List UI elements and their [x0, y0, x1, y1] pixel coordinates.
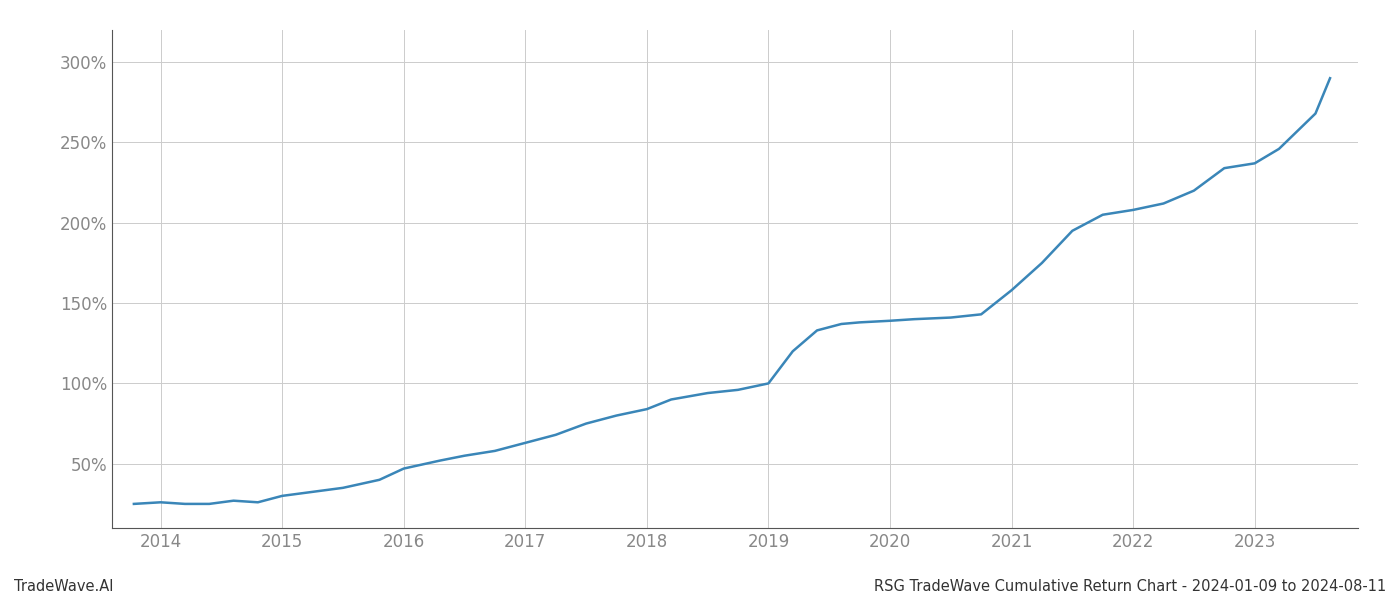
Text: RSG TradeWave Cumulative Return Chart - 2024-01-09 to 2024-08-11: RSG TradeWave Cumulative Return Chart - … — [874, 579, 1386, 594]
Text: TradeWave.AI: TradeWave.AI — [14, 579, 113, 594]
